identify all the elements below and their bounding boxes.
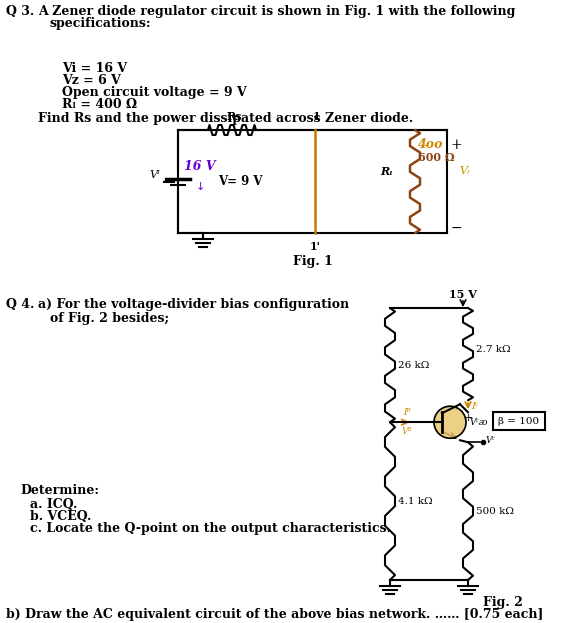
Text: a. ICQ.: a. ICQ. — [30, 498, 77, 511]
Text: Fig. 2: Fig. 2 — [483, 596, 523, 609]
Text: 1': 1' — [309, 241, 320, 252]
Text: b) Draw the AC equivalent circuit of the above bias network. …… [0.75 each]: b) Draw the AC equivalent circuit of the… — [6, 608, 544, 621]
Text: 4.1 kΩ: 4.1 kΩ — [398, 497, 433, 506]
Bar — [493, 412, 545, 430]
Text: Fig. 1: Fig. 1 — [293, 255, 332, 268]
Text: V= 9 V: V= 9 V — [218, 175, 262, 188]
Text: c. Locate the Q-point on the output characteristics.: c. Locate the Q-point on the output char… — [30, 522, 391, 535]
Text: ↓: ↓ — [195, 181, 205, 191]
Text: Vᴵ: Vᴵ — [149, 171, 160, 181]
Text: 600 Ω: 600 Ω — [418, 152, 455, 163]
Text: +: + — [451, 138, 463, 152]
Text: Rₗ: Rₗ — [381, 166, 393, 177]
Text: 4oo: 4oo — [418, 138, 444, 151]
Text: specifications:: specifications: — [50, 17, 152, 30]
Text: Vi = 16 V: Vi = 16 V — [62, 62, 127, 75]
Text: of Fig. 2 besides;: of Fig. 2 besides; — [50, 312, 169, 325]
Text: Vᶜ: Vᶜ — [486, 435, 495, 445]
Text: Vₗ: Vₗ — [459, 166, 470, 176]
Text: 16 V: 16 V — [184, 160, 216, 173]
Text: +: + — [464, 413, 474, 423]
Text: 2.7 kΩ: 2.7 kΩ — [476, 345, 511, 354]
Text: Q 4.: Q 4. — [6, 298, 34, 311]
Text: 15 V: 15 V — [449, 289, 477, 300]
Text: a) For the voltage-divider bias configuration: a) For the voltage-divider bias configur… — [38, 298, 349, 311]
Text: Find Rs and the power dissipated across Zener diode.: Find Rs and the power dissipated across … — [38, 112, 413, 125]
Text: b. VCEQ.: b. VCEQ. — [30, 510, 91, 523]
Text: −: − — [451, 221, 463, 235]
Text: Open circuit voltage = 9 V: Open circuit voltage = 9 V — [62, 86, 247, 99]
Text: Rs: Rs — [227, 111, 242, 122]
Text: Vᴮ: Vᴮ — [402, 427, 412, 436]
Text: Determine:: Determine: — [20, 484, 99, 497]
Text: Rₗ = 400 Ω: Rₗ = 400 Ω — [62, 98, 137, 111]
Text: 26 kΩ: 26 kΩ — [398, 361, 429, 369]
Text: 1: 1 — [313, 111, 321, 122]
Text: A Zener diode regulator circuit is shown in Fig. 1 with the following: A Zener diode regulator circuit is shown… — [38, 5, 515, 18]
Text: Iᶜ: Iᶜ — [471, 402, 478, 411]
Text: 500 kΩ: 500 kΩ — [476, 506, 514, 516]
Text: Vᶜᴔ: Vᶜᴔ — [470, 418, 488, 427]
Circle shape — [434, 406, 466, 438]
Text: Vz = 6 V: Vz = 6 V — [62, 74, 121, 87]
Text: β = 100: β = 100 — [498, 417, 540, 426]
Text: Iᴮ: Iᴮ — [403, 408, 411, 417]
Text: Q 3.: Q 3. — [6, 5, 34, 18]
